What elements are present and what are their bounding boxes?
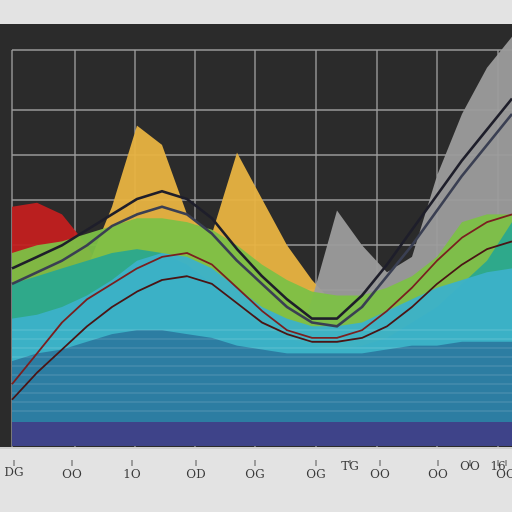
x-tick-label: OG [306, 467, 325, 481]
x-tick-label: OO [496, 467, 512, 481]
x-tick-label: OG [245, 467, 264, 481]
area-series-group [12, 36, 512, 447]
line-series-3 [11, 213, 512, 385]
area-series-7 [12, 330, 512, 446]
line-series-1 [11, 97, 512, 320]
x-tick-label: OO [370, 467, 390, 481]
x-tick-label: OO [62, 467, 82, 481]
x-tick-label: OO [428, 467, 448, 481]
x-tick-label: DG [4, 465, 23, 479]
line-series-4 [11, 240, 512, 401]
x-tick-label: OD [186, 467, 205, 481]
band-streaks [12, 329, 512, 412]
line-series-group [11, 97, 512, 401]
line-series-2 [11, 113, 512, 328]
base-band [12, 422, 512, 446]
x-tick-label: 1O [123, 467, 141, 481]
